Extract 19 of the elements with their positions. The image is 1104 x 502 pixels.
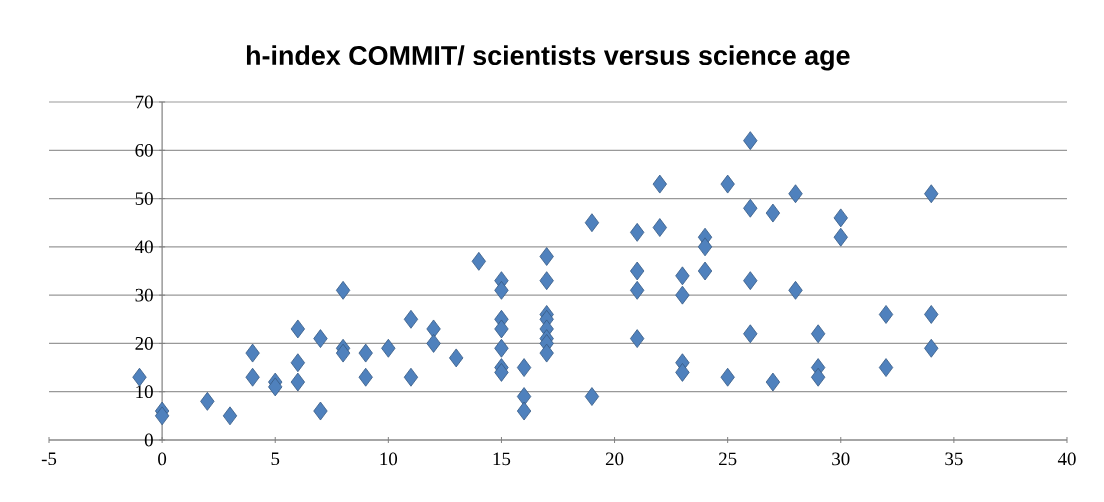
x-tick-label: 25 bbox=[719, 452, 737, 466]
x-tick-label: 15 bbox=[493, 452, 511, 466]
y-tick-label: 20 bbox=[135, 337, 153, 350]
x-tick-label: 35 bbox=[945, 452, 963, 466]
y-tick-label: 40 bbox=[135, 240, 153, 254]
y-tick-label: 30 bbox=[135, 288, 153, 302]
x-tick-label: 30 bbox=[832, 452, 850, 466]
y-tick-label: 0 bbox=[144, 433, 153, 447]
x-tick-label: 20 bbox=[605, 452, 624, 466]
x-tick-label: 0 bbox=[158, 452, 167, 466]
y-tick-label: 60 bbox=[135, 143, 153, 157]
x-tick-label: 10 bbox=[380, 452, 398, 466]
x-tick-label: -5 bbox=[41, 452, 57, 466]
x-tick-label: 40 bbox=[1057, 452, 1076, 466]
y-tick-label: 50 bbox=[135, 192, 153, 205]
x-tick-label: 5 bbox=[271, 452, 280, 466]
chart-title: h-index COMMIT/ scientists versus science age bbox=[246, 45, 850, 71]
y-tick-label: 10 bbox=[136, 385, 153, 399]
y-tick-label: 70 bbox=[135, 95, 153, 109]
